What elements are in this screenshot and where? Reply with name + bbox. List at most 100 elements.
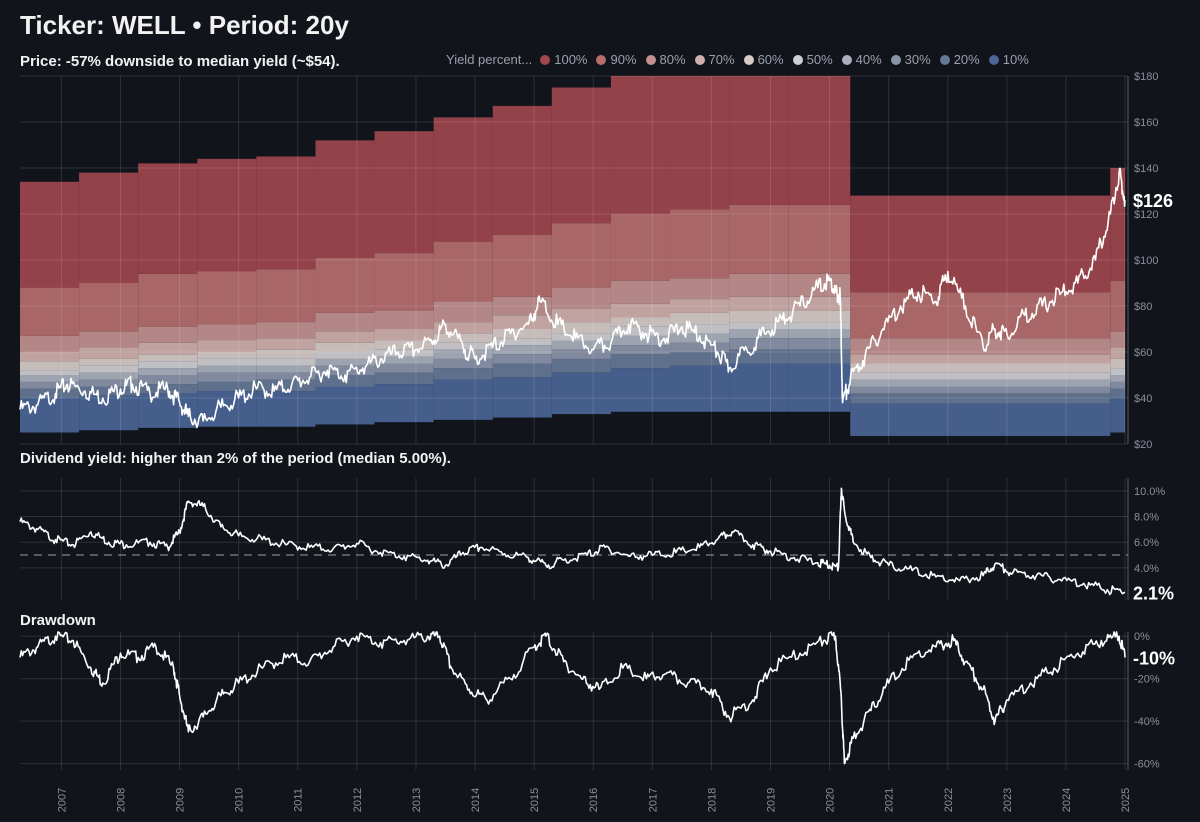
legend-swatch: [988, 54, 999, 65]
yield-band-40: [788, 329, 851, 339]
legend-items: 100% 90% 80% 70% 60% 50% 40% 30% 20% 10%: [540, 52, 1038, 67]
legend-label: 40%: [855, 52, 882, 67]
dividend_yield-ytick-label: 6.0%: [1134, 537, 1159, 549]
yield-band-30: [138, 375, 198, 385]
yield-band-20: [433, 368, 493, 380]
yield-band-30: [670, 342, 730, 352]
yield-band-10: [1110, 398, 1126, 433]
yield-band-70: [850, 354, 1111, 364]
dividend_yield-ytick-label: 4.0%: [1134, 563, 1159, 575]
legend-swatch: [890, 54, 901, 65]
drawdown-ytick-label: -20%: [1134, 674, 1160, 686]
legend-label: 80%: [659, 52, 686, 67]
yield-band-30: [610, 345, 671, 355]
yield-band-100: [729, 76, 789, 205]
price-ytick-label: $180: [1134, 71, 1158, 83]
yield-band-20: [492, 363, 552, 378]
xtick-label: 2011: [293, 788, 305, 812]
yield-band-80: [256, 322, 316, 339]
legend-item: 40%: [841, 52, 882, 67]
yield-band-10: [610, 368, 671, 412]
dividend_yield-ytick-label: 10.0%: [1134, 486, 1165, 498]
yield-band-10: [433, 379, 493, 420]
yield-band-30: [788, 338, 851, 350]
legend-item: 10%: [988, 52, 1029, 67]
dividend_yield-ytick-label: 8.0%: [1134, 512, 1159, 524]
yield-band-20: [374, 372, 434, 385]
yield-band-60: [551, 322, 611, 334]
legend-label: 70%: [708, 52, 735, 67]
yield-band-40: [79, 372, 139, 380]
yield-band-90: [374, 253, 434, 311]
legend-label: 100%: [554, 52, 588, 67]
yield-band-60: [197, 352, 257, 359]
price-line-last-value: $126: [1133, 191, 1173, 211]
yield-band-50: [79, 365, 139, 373]
drawdown-line: [19, 631, 1126, 765]
yield-band-90: [729, 204, 789, 274]
yield-band-50: [20, 370, 80, 375]
xtick-label: 2016: [588, 788, 600, 812]
yield-band-70: [610, 303, 671, 318]
yield-percentile-legend: Yield percent... 100% 90% 80% 70% 60% 50% 40% 3…: [446, 52, 1038, 67]
price-subtitle: Price: -57% downside to median yield (~$…: [20, 53, 340, 70]
yield-band-100: [256, 156, 316, 270]
yield-band-100: [670, 76, 730, 210]
yield-band-60: [729, 310, 789, 323]
yield-band-50: [315, 352, 375, 359]
legend-label: 50%: [806, 52, 833, 67]
yield-band-10: [374, 384, 434, 423]
yield-band-40: [256, 365, 316, 373]
yield-band-70: [79, 347, 139, 359]
legend-title: Yield percent...: [446, 52, 533, 67]
yield-band-100: [788, 76, 851, 205]
xtick-label: 2023: [1002, 788, 1014, 812]
legend-label: 90%: [610, 52, 637, 67]
yield-band-90: [492, 234, 552, 297]
legend-label: 10%: [1002, 52, 1029, 67]
legend-swatch: [694, 54, 705, 65]
yield-band-90: [79, 283, 139, 332]
yield-band-60: [610, 317, 671, 327]
yield-band-80: [850, 338, 1111, 355]
yield-band-90: [788, 204, 851, 274]
yield-band-90: [197, 271, 257, 325]
yield-band-30: [20, 381, 80, 389]
legend-item: 70%: [694, 52, 735, 67]
price-ytick-label: $140: [1134, 163, 1158, 175]
yield-band-100: [433, 117, 493, 242]
drawdown-ytick-label: -60%: [1134, 759, 1160, 771]
yield-band-50: [729, 322, 789, 329]
yield-band-30: [492, 354, 552, 364]
yield-band-70: [256, 338, 316, 350]
legend-label: 30%: [904, 52, 931, 67]
legend-swatch: [596, 54, 607, 65]
yield-band-50: [788, 322, 851, 329]
yield-band-30: [729, 338, 789, 350]
yield-band-100: [79, 172, 139, 283]
yield-band-20: [551, 358, 611, 373]
yield-band-20: [670, 352, 730, 366]
yield-band-100: [20, 181, 80, 288]
yield-band-70: [374, 329, 434, 341]
yield-band-50: [256, 358, 316, 366]
yield-band-90: [610, 214, 671, 281]
yield-band-10: [850, 403, 1111, 436]
price-line: [19, 167, 1126, 429]
yield-band-90: [256, 269, 316, 323]
yield-band-80: [551, 287, 611, 309]
yield-band-60: [433, 333, 493, 343]
legend-item: 100%: [540, 52, 587, 67]
yield-band-100: [610, 76, 671, 214]
yield-band-10: [788, 363, 851, 412]
yield-band-20: [197, 381, 257, 392]
yield-band-100: [138, 163, 198, 274]
yield-band-80: [315, 312, 375, 332]
yield-band-60: [670, 312, 730, 325]
yield-band-50: [138, 361, 198, 369]
yield-band-80: [670, 278, 730, 300]
yield-band-20: [610, 354, 671, 369]
yield-band-50: [197, 358, 257, 366]
yield-band-90: [315, 257, 375, 313]
